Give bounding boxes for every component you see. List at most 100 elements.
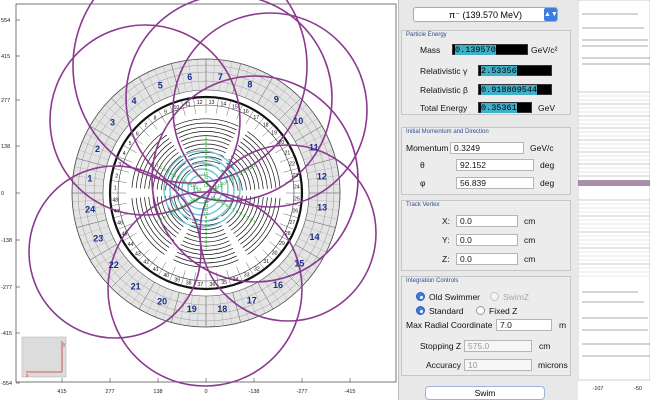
scintillator-label: 6 bbox=[136, 131, 139, 137]
core-layer-label: 6 bbox=[236, 209, 239, 214]
scintillator-cell bbox=[226, 100, 232, 116]
calorimeter-cell bbox=[301, 141, 330, 154]
calorimeter-cell bbox=[171, 63, 180, 94]
core-layer-label: 7 bbox=[233, 207, 236, 212]
core-layer-label: 12 bbox=[204, 203, 209, 208]
swim-button[interactable]: Swim bbox=[425, 386, 545, 400]
drift-chamber-arc bbox=[244, 197, 277, 252]
scintillator-cell bbox=[254, 116, 265, 130]
core-layer-label: 1 bbox=[156, 219, 159, 224]
scintillator-label: 1 bbox=[114, 185, 117, 191]
scintillator-label: 11 bbox=[185, 102, 190, 108]
core-layer-label: 7 bbox=[177, 207, 180, 212]
vertex-y-input[interactable]: 0.0 bbox=[456, 234, 518, 246]
calorimeter-cell bbox=[188, 60, 193, 91]
y-tick-label: -415 bbox=[1, 331, 12, 337]
group-title: Initial Momentum and Direction bbox=[406, 129, 489, 135]
scintillator-cell bbox=[137, 124, 150, 137]
total-energy-field[interactable]: 0.35361 bbox=[478, 102, 532, 113]
calorimeter-cell bbox=[154, 288, 167, 317]
fixed-z-radio[interactable] bbox=[476, 306, 485, 315]
drift-chamber-arc bbox=[156, 196, 179, 234]
scintillator-label: 33 bbox=[244, 272, 250, 278]
scintillator-label: 28 bbox=[285, 231, 291, 237]
stopping-z-label: Stopping Z bbox=[420, 341, 462, 351]
vertex-tracker-ring bbox=[187, 174, 217, 204]
scintillator-label: 14 bbox=[220, 102, 226, 108]
y-axis-label: y bbox=[63, 342, 66, 348]
vertex-x-input[interactable]: 0.0 bbox=[456, 215, 518, 227]
fixed-z-label: Fixed Z bbox=[489, 306, 518, 316]
drift-chamber-arc bbox=[178, 248, 234, 255]
particle-track bbox=[199, 144, 377, 322]
scintillator-cell bbox=[180, 270, 186, 286]
core-layer-label: 10 bbox=[221, 181, 226, 186]
core-layer-label: 9 bbox=[205, 215, 208, 220]
calorimeter-cell bbox=[298, 133, 327, 148]
max-radial-input[interactable]: 7.0 bbox=[496, 319, 552, 331]
swimz-radio[interactable] bbox=[490, 292, 499, 301]
scintillator-cell bbox=[262, 124, 275, 137]
particle-select[interactable]: π⁻ (139.570 MeV) ▲▼ bbox=[413, 7, 558, 22]
scintillator-label: 10 bbox=[173, 105, 179, 111]
theta-input[interactable]: 92.152 bbox=[456, 159, 534, 171]
scintillator-cell bbox=[117, 223, 133, 230]
calorimeter-cell bbox=[124, 86, 144, 112]
drift-chamber-arc bbox=[230, 155, 252, 190]
calorimeter-cell bbox=[306, 212, 338, 220]
core-layer-label: 9 bbox=[226, 179, 229, 184]
calorimeter-cell bbox=[238, 290, 250, 320]
calorimeter-cell bbox=[212, 295, 215, 327]
scintillator-cell bbox=[279, 223, 295, 230]
beta-field[interactable]: 0.918809544 bbox=[478, 84, 552, 95]
calorimeter-cell bbox=[308, 206, 339, 211]
old-swimmer-radio[interactable] bbox=[416, 292, 425, 301]
drift-chamber-arc bbox=[178, 131, 234, 138]
standard-radio[interactable] bbox=[416, 306, 425, 315]
core-layer-label: 10 bbox=[186, 181, 191, 186]
detector-view[interactable]: 554 415 277 138 0 -138 -277 -415 -554 415 277 138 0-… bbox=[0, 0, 398, 400]
drift-chamber-arc bbox=[177, 169, 191, 192]
accuracy-input[interactable]: 10 bbox=[464, 359, 532, 371]
calorimeter-cell bbox=[308, 184, 340, 187]
side-view[interactable]: -107 -50 bbox=[577, 0, 650, 400]
calorimeter-cell bbox=[287, 255, 313, 275]
scintillator-label: 34 bbox=[233, 277, 239, 283]
sector-label: 4 bbox=[131, 96, 136, 106]
scintillator-label: 9 bbox=[164, 110, 167, 116]
scintillator-label: 25 bbox=[294, 197, 300, 203]
calorimeter-cell bbox=[295, 125, 323, 142]
side-view-canvas[interactable]: -107 -50 bbox=[577, 0, 650, 400]
gamma-field[interactable]: 2.53356 bbox=[478, 65, 552, 76]
y-tick-label: 415 bbox=[1, 54, 10, 60]
core-layer-label: 1 bbox=[253, 163, 256, 168]
sector-label: 24 bbox=[85, 204, 95, 214]
stopping-z-input[interactable]: 575.0 bbox=[464, 340, 532, 352]
core-layer-label: 10 bbox=[204, 211, 209, 216]
vertex-tracker-ring bbox=[169, 156, 235, 222]
drift-chamber-arc bbox=[240, 141, 268, 189]
calorimeter-cell bbox=[72, 184, 104, 187]
momentum-input[interactable]: 0.3249 bbox=[450, 142, 524, 154]
old-swimmer-label: Old Swimmer bbox=[429, 292, 481, 302]
core-layer-label: 13 bbox=[204, 199, 209, 204]
mass-field[interactable]: 0.139570 bbox=[452, 44, 528, 55]
momentum-unit: GeV/c bbox=[530, 143, 554, 153]
calorimeter-cell bbox=[308, 199, 340, 202]
chevron-updown-icon[interactable]: ▲▼ bbox=[544, 8, 558, 21]
calorimeter-cell bbox=[99, 255, 125, 275]
vertex-z-input[interactable]: 0.0 bbox=[456, 253, 518, 265]
phi-input[interactable]: 56.839 bbox=[456, 177, 534, 189]
core-layer-label: 9 bbox=[184, 203, 187, 208]
scintillator-cell bbox=[279, 156, 295, 163]
vertex-tracker-ring bbox=[163, 150, 241, 228]
calorimeter-cell bbox=[146, 285, 161, 314]
core-layer-label: 3 bbox=[205, 239, 208, 244]
drift-chamber-arc bbox=[148, 145, 175, 190]
axis-orientation-box bbox=[21, 336, 67, 378]
calorimeter-cell bbox=[287, 111, 313, 131]
x-tick-label: 415 bbox=[57, 389, 66, 395]
scintillator-cell bbox=[137, 249, 150, 262]
drift-chamber-arc bbox=[247, 198, 281, 255]
